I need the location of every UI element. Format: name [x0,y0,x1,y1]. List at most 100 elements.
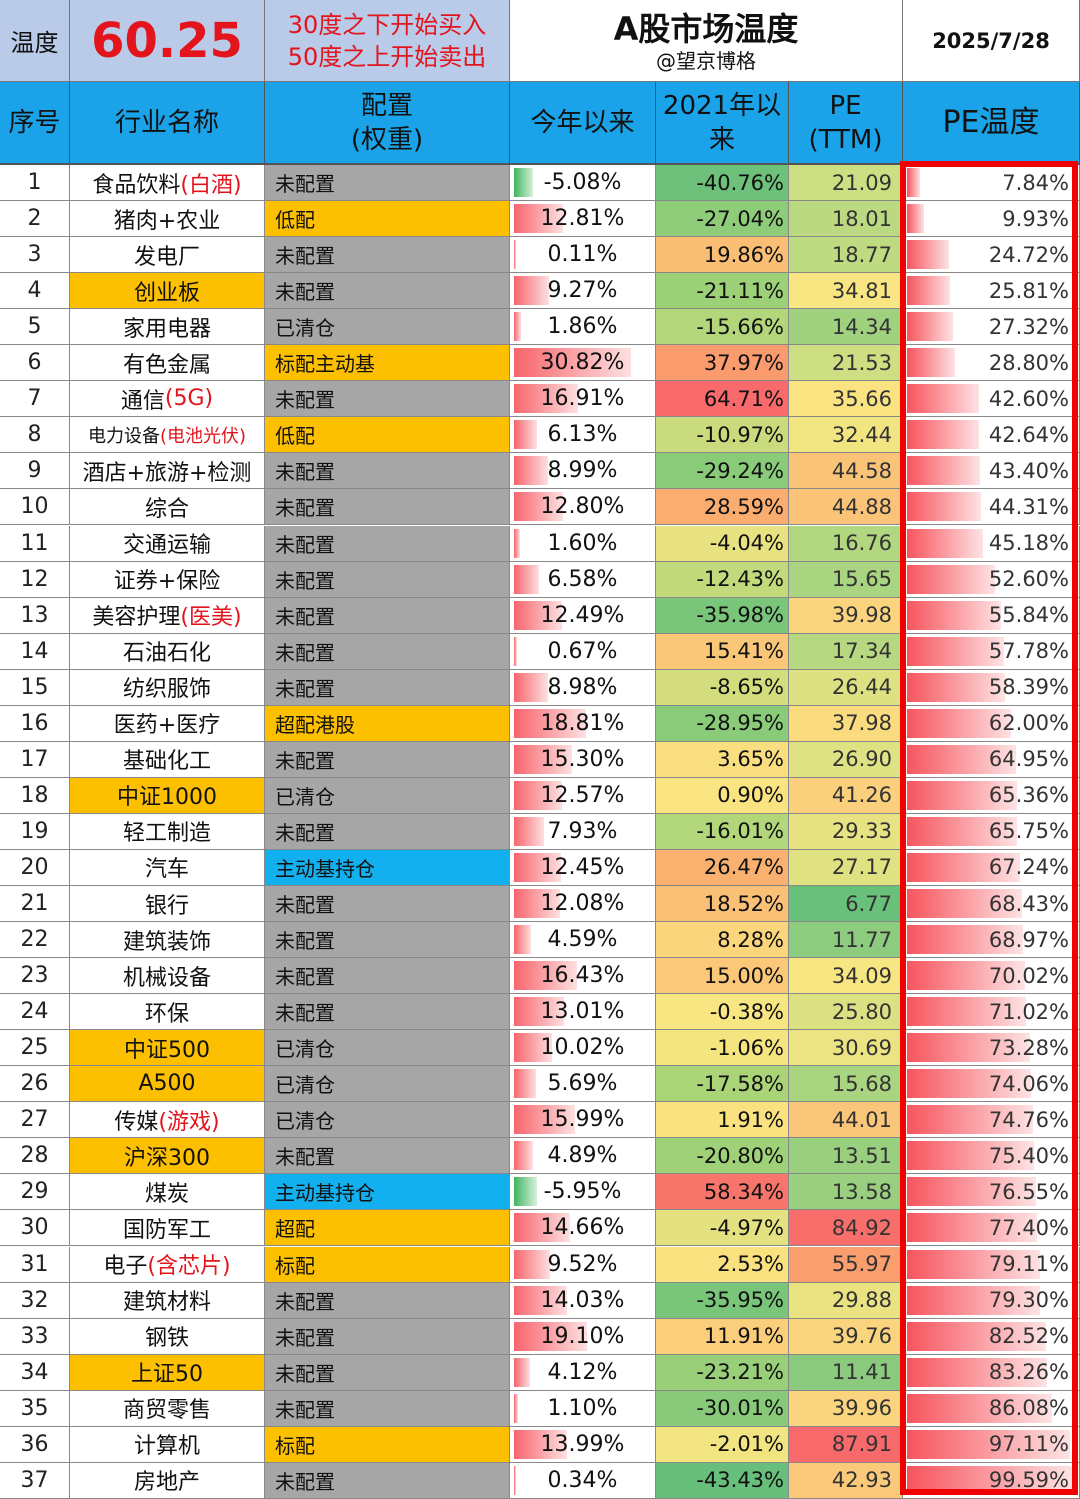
since-2021-return: -29.24% [656,453,789,490]
industry-name-text: 交通运输 [122,533,211,559]
pe-ttm: 13.58 [789,1174,903,1211]
industry-name-text: 石油石化 [122,641,211,667]
pe-ttm: 21.53 [789,345,903,382]
since-2021-return: -12.43% [656,561,789,598]
industry-name: 环保 [70,994,265,1031]
allocation: 未配置 [265,922,510,959]
pe-temperature-bar [907,780,1017,810]
pe-temperature-value: 9.93% [1002,206,1069,231]
pe-temperature-value: 73.28% [988,1035,1069,1060]
ytd-return-value: 4.12% [547,1359,618,1385]
allocation: 已清仓 [265,309,510,346]
pe-ttm: 15.65 [789,561,903,598]
page-title-block: A股市场温度 @望京博格 [510,0,903,82]
pe-temperature-bar [907,1069,1032,1099]
pe-temperature-value: 79.11% [988,1252,1069,1277]
ytd-return: 9.27% [510,273,656,310]
table-row: 26 A500 已清仓 5.69% -17.58% 15.68 74.06% [0,1066,1080,1103]
industry-name: A500 [70,1066,265,1103]
ytd-return: 10.02% [510,1030,656,1067]
ytd-return-value: 9.27% [547,278,618,304]
pe-temperature: 58.39% [903,669,1080,706]
ytd-return: 0.11% [510,237,656,274]
row-index: 26 [0,1066,70,1103]
ytd-return-value: 16.43% [540,963,625,989]
ytd-bar [514,1393,519,1423]
table-row: 33 钢铁 未配置 19.10% 11.91% 39.76 82.52% [0,1318,1080,1355]
pe-ttm: 26.44 [789,669,903,706]
row-index: 18 [0,777,70,814]
table-row: 2 猪肉+农业 低配 12.81% -27.04% 18.01 9.93% [0,201,1080,238]
pe-temperature-bar [907,564,996,594]
ytd-return: 13.99% [510,1426,656,1463]
ytd-return: 8.98% [510,669,656,706]
pe-ttm: 39.76 [789,1318,903,1355]
summary-banner: 温度 60.25 30度之下开始买入 50度之上开始卖出 A股市场温度 @望京博… [0,0,1080,82]
table-row: 34 上证50 未配置 4.12% -23.21% 11.41 83.26% [0,1354,1080,1391]
pe-temperature-value: 76.55% [988,1179,1069,1204]
table-row: 14 石油石化 未配置 0.67% 15.41% 17.34 57.78% [0,633,1080,670]
industry-name: 电力设备 (电池光伏) [70,417,265,454]
pe-temperature-bar [907,816,1018,846]
since-2021-return: 18.52% [656,886,789,923]
pe-ttm: 15.68 [789,1066,903,1103]
industry-name-text: 美容护理 [92,605,181,631]
pe-temperature-value: 52.60% [988,567,1069,592]
pe-ttm: 18.01 [789,201,903,238]
ytd-bar [514,600,562,630]
ytd-bar [514,744,573,774]
ytd-return: 18.81% [510,705,656,742]
pe-temperature-value: 7.84% [1002,170,1069,195]
ytd-return-value: 19.10% [540,1323,625,1349]
allocation: 未配置 [265,453,510,490]
industry-name-text: 中证1000 [117,785,217,811]
allocation: 已清仓 [265,1030,510,1067]
since-2021-return: 15.41% [656,633,789,670]
row-index: 19 [0,813,70,850]
industry-name: 创业板 [70,273,265,310]
table-row: 5 家用电器 已清仓 1.86% -15.66% 14.34 27.32% [0,309,1080,346]
pe-temperature-value: 99.59% [988,1468,1069,1493]
pe-temperature: 79.30% [903,1282,1080,1319]
industry-name-text: 基础化工 [122,749,211,775]
row-index: 21 [0,886,70,923]
row-index: 20 [0,849,70,886]
since-2021-return: 37.97% [656,345,789,382]
since-2021-return: -20.80% [656,1138,789,1175]
row-index: 28 [0,1138,70,1175]
ytd-bar [514,1465,516,1495]
column-header-index: 序号 [0,82,70,165]
pe-temperature-bar [907,240,949,270]
temperature-label: 温度 [0,0,70,82]
table-row: 28 沪深300 未配置 4.89% -20.80% 13.51 75.40% [0,1138,1080,1175]
allocation: 未配置 [265,489,510,526]
ytd-return-value: 12.49% [540,602,625,628]
pe-temperature: 74.06% [903,1066,1080,1103]
pe-temperature-bar [907,204,924,234]
industry-name: 有色金属 [70,345,265,382]
table-row: 16 医药+医疗 超配港股 18.81% -28.95% 37.98 62.00% [0,705,1080,742]
industry-name: 中证1000 [70,777,265,814]
allocation: 未配置 [265,1138,510,1175]
ytd-return: 12.57% [510,777,656,814]
industry-name-text: 钢铁 [144,1326,189,1352]
pe-temperature-bar [907,1393,1052,1423]
pe-temperature-bar [907,636,1005,666]
since-2021-return: -27.04% [656,201,789,238]
pe-temperature-value: 65.75% [988,819,1069,844]
industry-name-text: 创业板 [133,280,200,306]
author-handle: @望京博格 [656,48,756,73]
pe-ttm: 16.76 [789,525,903,562]
pe-temperature: 27.32% [903,309,1080,346]
row-index: 5 [0,309,70,346]
pe-temperature-bar [907,1321,1046,1351]
pe-ttm: 84.92 [789,1210,903,1247]
table-row: 13 美容护理 (医美) 未配置 12.49% -35.98% 39.98 55.84% [0,597,1080,634]
allocation: 标配主动基 [265,345,510,382]
pe-temperature-bar [907,1033,1031,1063]
allocation: 超配 [265,1210,510,1247]
pe-temperature-value: 70.02% [988,963,1069,988]
since-2021-return: 1.91% [656,1102,789,1139]
ytd-return-value: 12.45% [540,854,625,880]
ytd-bar [514,1321,587,1351]
